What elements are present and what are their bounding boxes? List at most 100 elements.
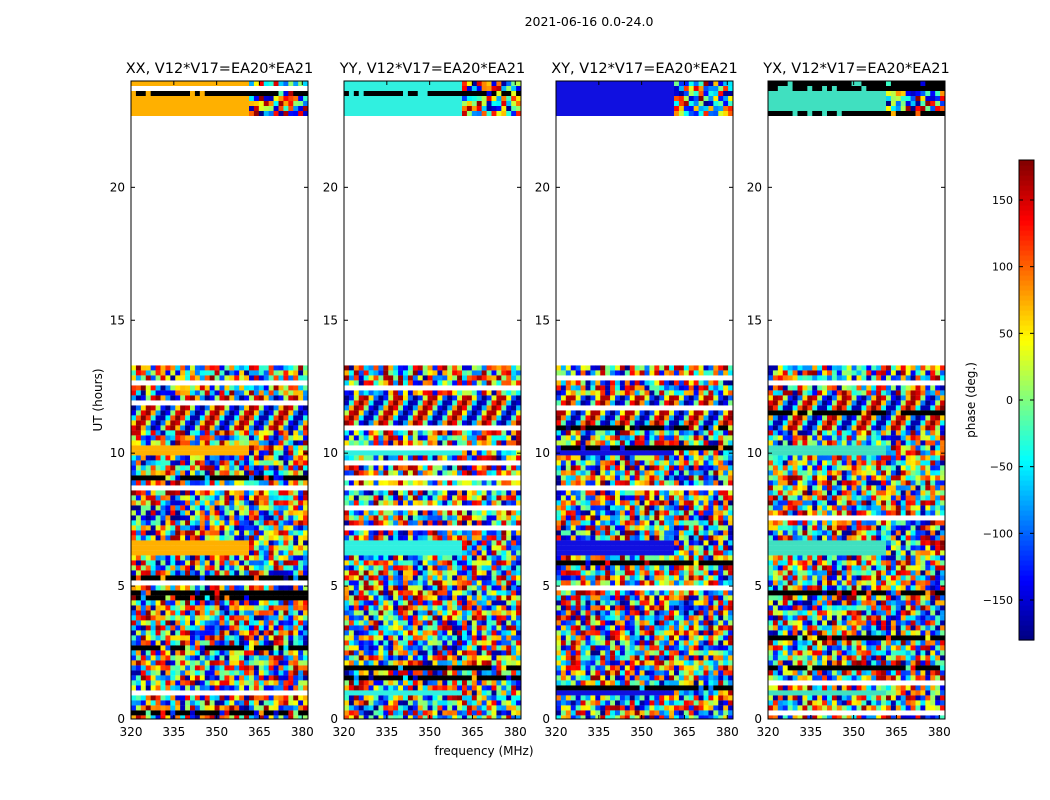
phase-cell [239,111,245,116]
phase-cell [363,605,369,611]
phase-cell [258,480,265,486]
phase-cell [199,540,206,546]
phase-cell [298,525,304,531]
phase-cell [471,670,478,676]
phase-cell [303,590,308,596]
phase-cell [273,500,279,506]
phase-cell [170,106,176,111]
phase-cell [368,610,374,616]
phase-cell [466,440,473,446]
phase-cell [150,575,156,581]
phase-cell [501,520,507,526]
phase-cell [145,91,152,96]
phase-cell [190,440,196,446]
phase-cell [353,375,360,381]
phase-cell [185,430,191,436]
phase-cell [155,700,161,706]
phase-cell [298,495,304,501]
phase-cell [303,405,308,411]
phase-cell [407,420,414,426]
phase-cell [462,91,468,96]
phase-cell [258,550,265,556]
phase-cell [417,595,424,601]
phase-cell [145,600,152,606]
phase-cell [263,640,270,646]
phase-cell [239,450,245,456]
phase-cell [452,635,458,641]
phase-cell [224,545,230,551]
phase-cell [249,570,255,576]
phase-cell [516,530,521,536]
phase-cell [303,460,308,466]
phase-cell [244,520,250,526]
phase-cell [283,111,289,116]
phase-cell [491,515,497,521]
phase-cell [224,505,230,511]
phase-cell [244,425,250,431]
phase-cell [234,440,240,446]
phase-cell [140,560,147,566]
phase-cell [214,370,220,376]
phase-cell [417,530,424,536]
phase-cell [165,405,171,411]
phase-cell [298,510,304,516]
phase-cell [481,640,487,646]
phase-cell [432,420,438,426]
phase-cell [491,595,497,601]
phase-cell [393,640,399,646]
phase-cell [293,470,299,476]
phase-cell [288,560,294,566]
phase-cell [452,615,458,621]
phase-cell [491,660,497,666]
phase-cell [268,630,274,636]
phase-cell [457,530,463,536]
phase-cell [165,106,171,111]
phase-cell [466,600,473,606]
phase-cell [476,630,483,636]
phase-cell [516,495,521,501]
phase-cell [219,395,225,401]
phase-cell [249,460,255,466]
phase-cell [293,590,299,596]
phase-cell [378,650,384,656]
phase-cell [219,470,225,476]
phase-cell [239,695,245,701]
phase-cell [219,450,225,456]
phase-cell [165,395,171,401]
phase-cell [131,405,137,411]
phase-cell [496,610,502,616]
phase-cell [368,500,374,506]
phase-cell [131,455,137,461]
phase-cell [190,710,196,716]
phase-cell [471,620,478,626]
phase-cell [160,96,166,101]
phase-cell [471,490,478,496]
phase-cell [383,86,389,91]
phase-cell [511,570,517,576]
phase-cell [344,640,350,646]
phase-cell [180,540,186,546]
phase-cell [403,595,409,601]
phase-cell [190,640,196,646]
x-tick-label: 365 [248,725,271,739]
phase-cell [180,655,186,661]
phase-cell [244,655,250,661]
phase-cell [496,665,502,671]
phase-cell [293,680,299,686]
phase-cell [427,520,433,526]
phase-cell [476,530,483,536]
phase-cell [268,595,274,601]
phase-cell [150,515,156,521]
phase-cell [288,455,294,461]
phase-cell [160,525,166,531]
phase-cell [476,660,483,666]
phase-cell [388,380,394,386]
phase-cell [273,610,279,616]
phase-cell [278,505,284,511]
phase-cell [344,685,350,691]
phase-cell [185,630,191,636]
phase-cell [298,555,304,561]
phase-cell [185,425,191,431]
phase-cell [491,535,497,541]
phase-cell [234,605,240,611]
